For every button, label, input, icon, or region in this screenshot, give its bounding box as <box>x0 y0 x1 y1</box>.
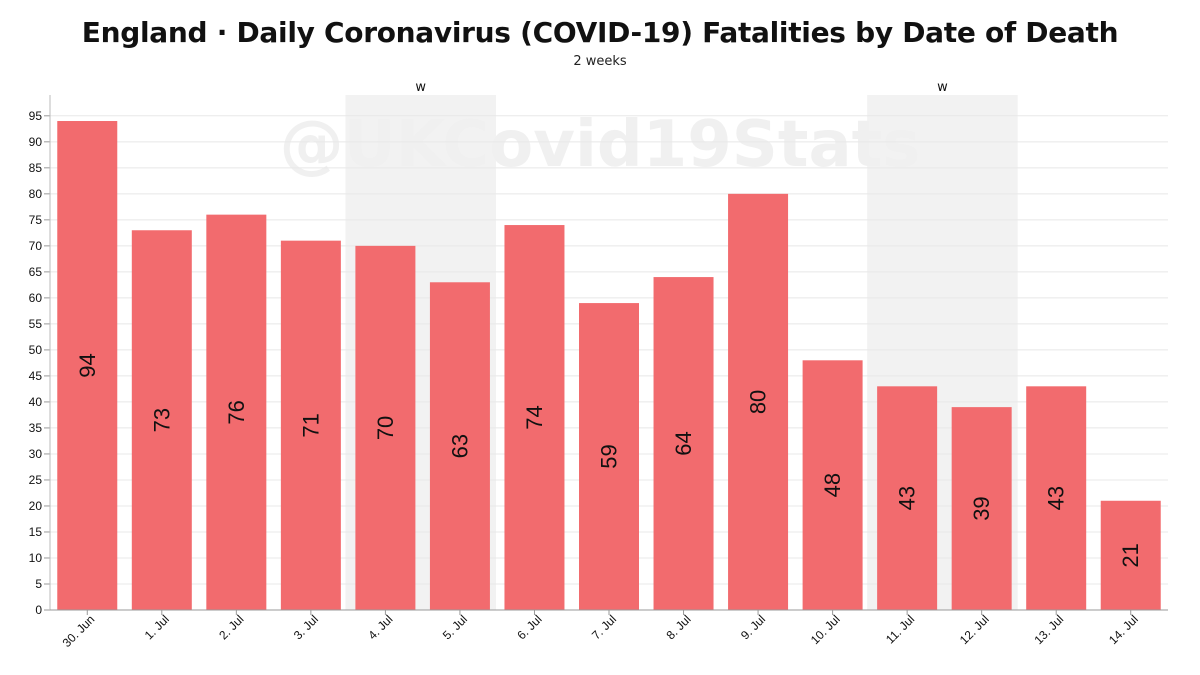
x-tick-label: 12. Jul <box>957 612 992 647</box>
x-tick-label: 6. Jul <box>514 612 544 642</box>
bar-value-label: 76 <box>224 400 249 424</box>
x-tick-label: 30. Jun <box>60 612 98 650</box>
watermark: @UKCovid19Stats <box>280 108 921 182</box>
chart-subtitle: 2 weeks <box>573 54 627 69</box>
bar-value-label: 64 <box>671 431 696 455</box>
y-tick-label: 0 <box>35 603 42 617</box>
y-tick-label: 50 <box>29 343 43 357</box>
bar-value-label: 70 <box>373 416 398 440</box>
y-tick-label: 20 <box>29 499 43 513</box>
bar <box>951 407 1012 610</box>
bar-value-label: 73 <box>149 408 174 432</box>
x-tick-label: 10. Jul <box>808 612 843 647</box>
y-tick-label: 55 <box>29 317 43 331</box>
y-tick-label: 80 <box>29 187 43 201</box>
bar-value-label: 48 <box>820 473 845 497</box>
weekend-band-label: w <box>415 80 426 95</box>
bar <box>1100 500 1161 610</box>
bar <box>131 230 192 611</box>
x-tick-label: 4. Jul <box>365 612 395 642</box>
y-tick-label: 40 <box>29 395 43 409</box>
x-tick-label: 11. Jul <box>883 612 917 646</box>
x-tick-label: 2. Jul <box>216 612 246 642</box>
bar <box>653 277 714 610</box>
bar <box>877 386 938 610</box>
bar-value-label: 43 <box>895 486 920 510</box>
bar-value-label: 94 <box>75 353 100 377</box>
y-tick-label: 65 <box>29 265 43 279</box>
x-tick-label: 14. Jul <box>1106 612 1141 647</box>
y-tick-label: 25 <box>29 473 43 487</box>
x-tick-label: 8. Jul <box>663 612 693 642</box>
y-tick-label: 75 <box>29 213 43 227</box>
y-tick-label: 5 <box>35 577 42 591</box>
x-tick-label: 9. Jul <box>738 612 768 642</box>
x-tick-label: 13. Jul <box>1031 612 1066 647</box>
y-tick-label: 90 <box>29 135 43 149</box>
bar <box>57 121 118 610</box>
bar <box>579 303 639 610</box>
bar <box>802 360 863 610</box>
bar <box>1026 386 1087 610</box>
bar <box>280 240 341 611</box>
bar <box>355 245 416 610</box>
bar <box>206 214 267 610</box>
x-tick-label: 5. Jul <box>440 612 470 642</box>
y-tick-label: 60 <box>29 291 43 305</box>
y-tick-label: 70 <box>29 239 43 253</box>
weekend-band-label: w <box>937 80 948 95</box>
bar <box>429 282 490 610</box>
x-tick-label: 3. Jul <box>291 612 321 642</box>
y-tick-label: 95 <box>29 109 43 123</box>
bar-value-label: 43 <box>1044 486 1069 510</box>
bar-value-label: 39 <box>969 496 994 520</box>
bar <box>728 193 789 610</box>
bar-value-label: 59 <box>597 444 622 468</box>
y-tick-label: 85 <box>29 161 43 175</box>
bar-value-label: 74 <box>522 405 547 429</box>
bar-value-label: 21 <box>1118 543 1143 567</box>
y-tick-label: 45 <box>29 369 43 383</box>
y-tick-label: 15 <box>29 525 43 539</box>
x-tick-label: 1. Jul <box>142 612 172 642</box>
bar-value-label: 80 <box>746 390 771 414</box>
bar-value-label: 71 <box>298 413 323 437</box>
y-tick-label: 10 <box>29 551 43 565</box>
bar <box>504 225 565 610</box>
chart-title: England · Daily Coronavirus (COVID-19) F… <box>81 16 1119 49</box>
x-tick-label: 7. Jul <box>589 612 619 642</box>
bar-value-label: 63 <box>447 434 472 458</box>
y-tick-label: 35 <box>29 421 43 435</box>
y-tick-label: 30 <box>29 447 43 461</box>
